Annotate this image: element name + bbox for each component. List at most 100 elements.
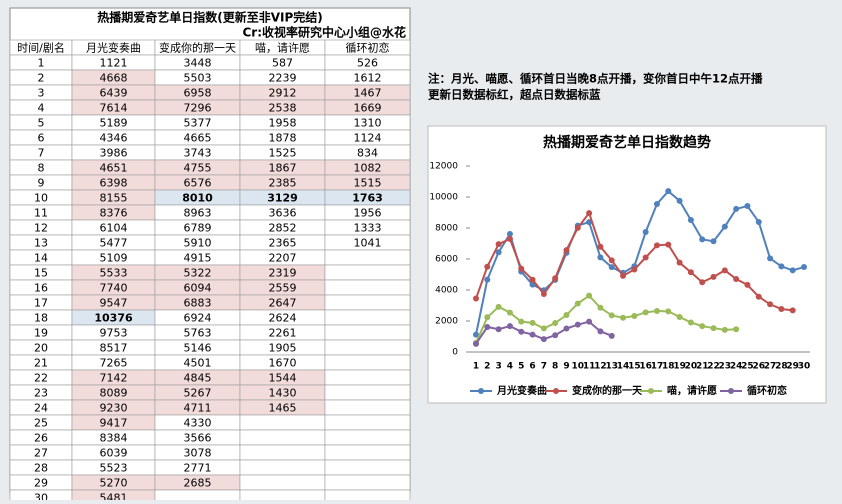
- point: [767, 255, 774, 262]
- x-tick-label: 20: [685, 362, 698, 372]
- table-cell: [324, 414, 411, 431]
- point: [495, 303, 502, 310]
- cell-value: 6104: [100, 222, 128, 235]
- table-cell: [324, 369, 411, 386]
- cell-value: 8517: [100, 342, 128, 355]
- cell-value: 4755: [184, 162, 212, 175]
- cell-value: 1082: [354, 162, 382, 175]
- cell-value: 2239: [269, 72, 297, 85]
- point: [631, 313, 638, 320]
- cell-value: 6094: [184, 282, 212, 295]
- point: [552, 275, 559, 282]
- legend-marker: [648, 388, 654, 394]
- point: [789, 307, 796, 314]
- cell-value: 5270: [100, 477, 128, 490]
- table-cell: [324, 324, 411, 341]
- cell-value: 2624: [269, 312, 297, 325]
- cell-value: 5146: [184, 342, 212, 355]
- table-cell: [239, 459, 326, 476]
- table-cell: [324, 399, 411, 416]
- point: [710, 238, 717, 245]
- point: [552, 332, 559, 339]
- column-header: 喵，请许愿: [255, 42, 310, 55]
- point: [506, 235, 513, 242]
- legend-label: 循环初恋: [747, 384, 787, 397]
- x-tick-label: 26: [752, 362, 765, 372]
- point: [506, 323, 513, 330]
- x-tick-label: 28: [775, 362, 788, 372]
- point: [767, 301, 774, 308]
- x-tick-label: 23: [719, 362, 732, 372]
- cell-value: 1467: [354, 87, 382, 100]
- point: [699, 236, 706, 243]
- table-title: 热播期爱奇艺单日指数(更新至非VIP完结): [97, 10, 323, 25]
- cell-value: 1465: [269, 402, 297, 415]
- point: [642, 309, 649, 316]
- cell-value: 13: [34, 237, 48, 250]
- chart-title: 热播期爱奇艺单日指数趋势: [543, 134, 711, 151]
- point: [563, 247, 570, 254]
- point: [744, 281, 751, 288]
- cell-value: 7740: [100, 282, 128, 295]
- table-cell: [324, 489, 411, 504]
- point: [529, 319, 536, 326]
- point: [506, 230, 513, 237]
- cell-value: 25: [34, 417, 48, 430]
- table-subtitle: Cr:收视率研究中心小组@水花: [242, 25, 406, 40]
- cell-value: 2385: [269, 177, 297, 190]
- point: [608, 332, 615, 339]
- cell-value: 6439: [100, 87, 128, 100]
- note: 注：月光、喵愿、循环首日当晚8点开播，变你首日中午12点开播: [428, 72, 763, 86]
- point: [484, 324, 491, 331]
- point: [665, 241, 672, 248]
- cell-value: 2771: [184, 462, 212, 475]
- cell-value: 1612: [354, 72, 382, 85]
- point: [733, 326, 740, 333]
- table-cell: [324, 279, 411, 296]
- cell-value: 4915: [184, 252, 212, 265]
- point: [721, 326, 728, 333]
- cell-value: 4: [38, 102, 45, 115]
- x-tick-label: 3: [495, 362, 501, 372]
- cell-value: 3986: [100, 147, 128, 160]
- column-header: 时间/剧名: [17, 41, 65, 55]
- x-tick-label: 5: [518, 362, 524, 372]
- point: [495, 326, 502, 333]
- point: [733, 205, 740, 212]
- note: 更新日数据标红，超点日数据标蓝: [428, 88, 601, 102]
- cell-value: 1310: [354, 117, 382, 130]
- point: [518, 328, 525, 335]
- cell-value: 1867: [269, 162, 297, 175]
- x-tick-label: 22: [707, 362, 720, 372]
- cell-value: 1121: [100, 57, 128, 70]
- x-tick-label: 14: [617, 362, 630, 372]
- x-tick-label: 12: [594, 362, 607, 372]
- point: [473, 295, 479, 302]
- point: [574, 224, 581, 231]
- y-tick-label: 12000: [429, 162, 458, 172]
- cell-value: 30: [34, 492, 48, 501]
- cell-value: 1515: [354, 177, 382, 190]
- cell-value: 19: [34, 327, 48, 340]
- table-cell: [324, 249, 411, 266]
- cell-value: 5477: [100, 237, 128, 250]
- legend-label: 月光变奏曲: [496, 384, 547, 397]
- cell-value: 2685: [184, 477, 212, 490]
- cell-value: 1905: [269, 342, 297, 355]
- cell-value: 18: [34, 312, 48, 325]
- cell-value: 22: [34, 372, 48, 385]
- x-tick-label: 8: [552, 362, 558, 372]
- cell-value: 5189: [100, 117, 128, 130]
- point: [586, 292, 593, 299]
- table-cell: [324, 429, 411, 446]
- cell-value: 4668: [100, 72, 128, 85]
- cell-value: 5523: [100, 462, 128, 475]
- table-cell: [324, 294, 411, 311]
- point: [574, 321, 581, 328]
- x-tick-label: 10: [572, 362, 585, 372]
- x-tick-label: 18: [662, 362, 675, 372]
- x-tick-label: 9: [563, 362, 569, 372]
- cell-value: 5: [38, 117, 45, 130]
- point: [687, 216, 694, 223]
- cell-value: 7142: [100, 372, 128, 385]
